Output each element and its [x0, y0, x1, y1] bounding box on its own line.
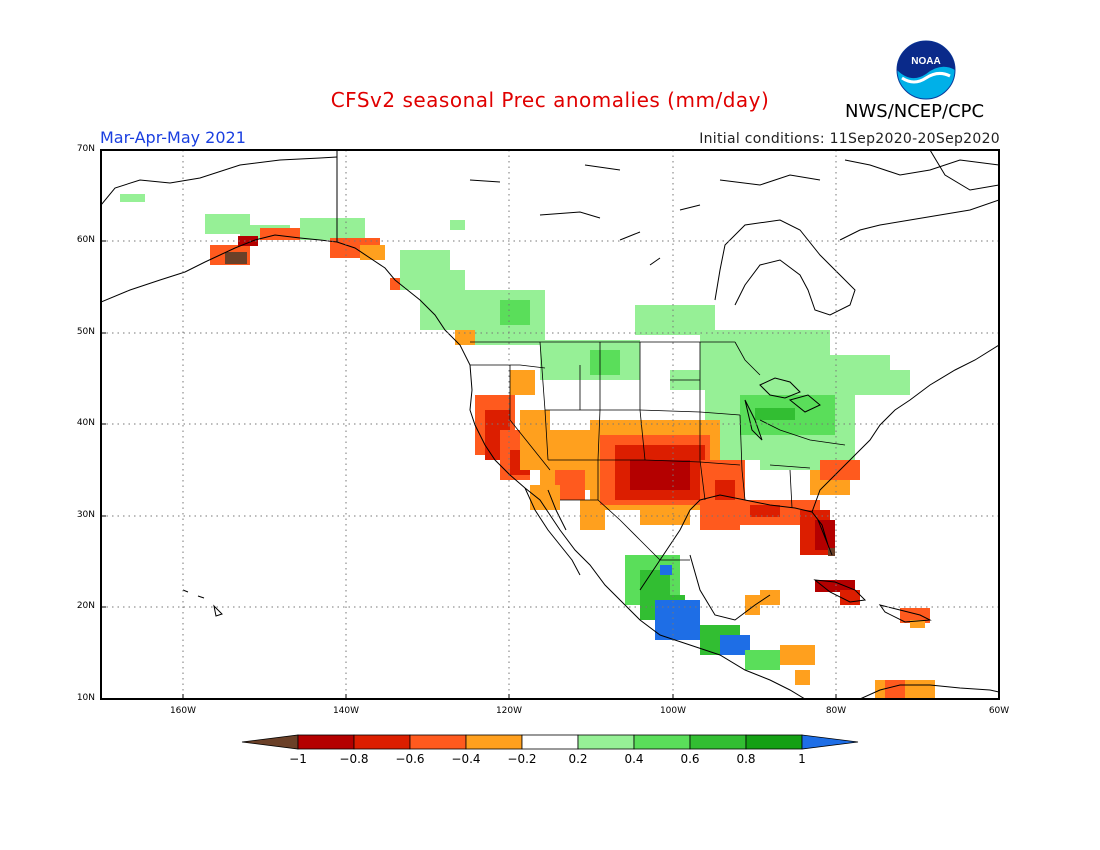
colorbar-swatch	[521, 734, 579, 750]
coastlines	[101, 150, 999, 699]
x-tick-label: 120W	[495, 706, 523, 716]
colorbar-swatch	[577, 734, 635, 750]
colorbar-tick-label: 0.8	[736, 752, 756, 766]
colorbar-tick-label: −0.8	[339, 752, 369, 766]
colorbar-swatch	[745, 734, 803, 750]
x-tick-label: 80W	[825, 706, 847, 716]
political-borders	[470, 341, 846, 561]
x-tick-label: 160W	[169, 706, 197, 716]
colorbar-swatch	[465, 734, 523, 750]
colorbar-tick-label: 0.2	[568, 752, 588, 766]
colorbar-tick-label: −0.6	[395, 752, 425, 766]
noaa-logo-icon: NOAA	[896, 40, 956, 100]
y-tick-label: 20N	[76, 601, 95, 611]
colorbar	[241, 734, 859, 750]
colorbar-tick-label: −0.4	[451, 752, 481, 766]
x-tick-label: 100W	[659, 706, 687, 716]
anomaly-shading	[120, 194, 935, 699]
y-tick-label: 10N	[76, 693, 95, 703]
y-tick-label: 30N	[76, 510, 95, 520]
colorbar-swatch	[689, 734, 747, 750]
season-label: Mar-Apr-May 2021	[100, 128, 246, 147]
colorbar-tick-label: 0.6	[680, 752, 700, 766]
colorbar-left-arrow	[241, 734, 299, 750]
graticule	[101, 150, 999, 699]
y-tick-label: 40N	[76, 418, 95, 428]
y-tick-label: 50N	[76, 327, 95, 337]
organization-label: NWS/NCEP/CPC	[845, 101, 985, 122]
colorbar-swatch	[633, 734, 691, 750]
colorbar-tick-label: 1	[798, 752, 806, 766]
colorbar-tick-label: 0.4	[624, 752, 644, 766]
colorbar-swatch	[409, 734, 467, 750]
colorbar-tick-label: −0.2	[507, 752, 537, 766]
x-tick-label: 140W	[332, 706, 360, 716]
x-tick-label: 60W	[988, 706, 1010, 716]
noaa-logo-text: NOAA	[911, 56, 940, 67]
initial-conditions-label: Initial conditions: 11Sep2020-20Sep2020	[699, 131, 1000, 147]
colorbar-swatch	[353, 734, 411, 750]
colorbar-tick-label: −1	[289, 752, 307, 766]
y-tick-label: 70N	[76, 144, 95, 154]
map-title: CFSv2 seasonal Prec anomalies (mm/day)	[330, 88, 770, 112]
y-tick-label: 60N	[76, 235, 95, 245]
colorbar-right-arrow	[801, 734, 859, 750]
colorbar-swatch	[297, 734, 355, 750]
